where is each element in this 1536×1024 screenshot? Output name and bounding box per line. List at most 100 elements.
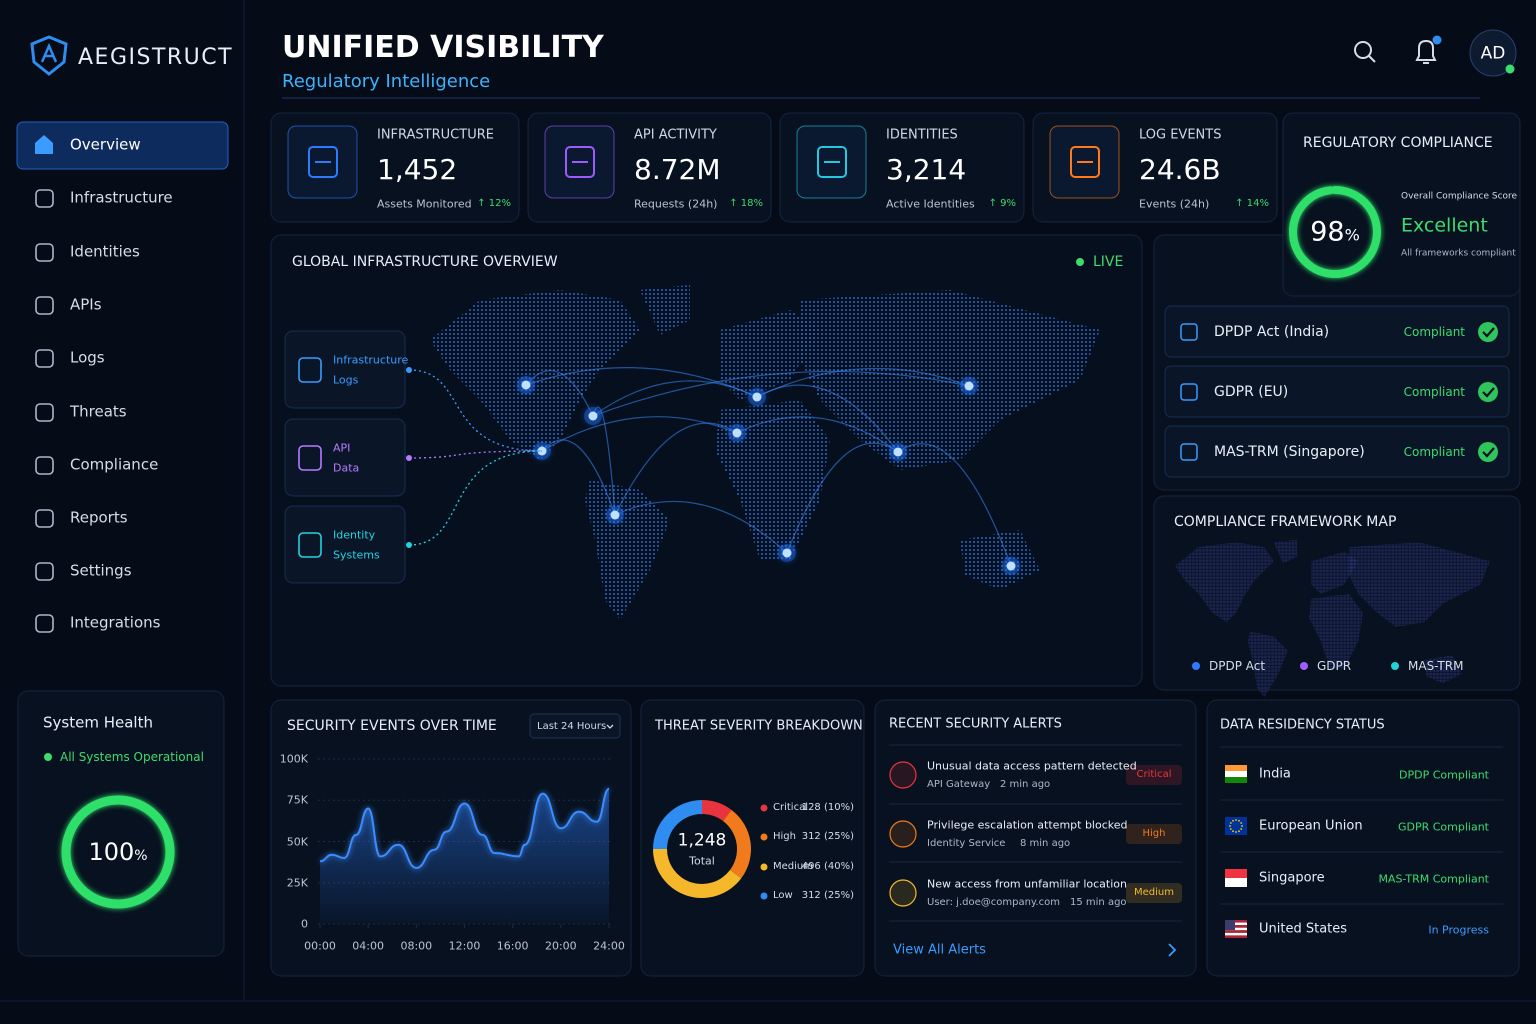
- framework-row: [1164, 305, 1510, 358]
- brand: AEGISTRUCT: [78, 45, 234, 70]
- node: [782, 548, 792, 558]
- nav-active: [16, 121, 229, 170]
- value-label: 312 (25%): [801, 831, 854, 842]
- range-dropdown: [529, 713, 621, 739]
- nav-item[interactable]: Settings: [70, 561, 132, 580]
- text: In Progress: [1428, 923, 1489, 937]
- logo: [30, 35, 68, 76]
- flag: [1225, 925, 1247, 928]
- source-box: [284, 505, 406, 584]
- nav-item[interactable]: Logs: [70, 348, 105, 367]
- text: COMPLIANCE FRAMEWORK MAP: [1174, 514, 1397, 530]
- y-tick-label: 50K: [286, 835, 308, 848]
- alert-icon: [889, 820, 917, 848]
- text: API: [333, 441, 351, 455]
- severity-badge: [1126, 883, 1182, 903]
- flag: [1225, 777, 1247, 783]
- text: MAS-TRM (Singapore): [1214, 444, 1365, 460]
- text: Privilege escalation attempt blocked: [927, 818, 1128, 832]
- ring-label: 100%: [88, 838, 147, 866]
- framework-icon: [1180, 443, 1198, 461]
- donut-slice: [653, 800, 702, 849]
- text: Regulatory Intelligence: [282, 71, 491, 92]
- nav-item[interactable]: Identities: [70, 242, 140, 261]
- continent: [1308, 594, 1363, 670]
- text: API ACTIVITY: [634, 127, 717, 143]
- nav-item[interactable]: Integrations: [70, 613, 161, 632]
- text: Identity: [333, 528, 376, 542]
- text: Identity Service: [927, 838, 1006, 849]
- legend-dot: [760, 804, 768, 812]
- search-handle: [1368, 55, 1376, 63]
- nav-item[interactable]: Threats: [70, 402, 127, 421]
- framework-row: [1164, 365, 1510, 418]
- text: System Health: [43, 713, 153, 732]
- nav-item[interactable]: Compliance: [70, 455, 159, 474]
- connection-arc: [614, 422, 738, 516]
- legend-dot: [760, 892, 768, 900]
- line-series: [319, 787, 610, 869]
- framework-icon: [1180, 383, 1198, 401]
- connection-arc: [897, 443, 1012, 567]
- nav-item[interactable]: APIs: [70, 295, 102, 314]
- dropdown-label[interactable]: Last 24 Hours: [537, 721, 607, 732]
- severity-badge: [1126, 824, 1182, 844]
- donut-slice: [723, 809, 751, 879]
- severity-badge-label: Medium: [1134, 887, 1174, 898]
- connection-arc: [525, 369, 594, 417]
- source-box: [284, 330, 406, 409]
- y-tick-label: 100K: [279, 752, 308, 766]
- text: AD: [1480, 43, 1506, 64]
- x-tick-label: 12:00: [448, 939, 481, 953]
- x-tick-label: 04:00: [352, 939, 385, 953]
- flag: [1229, 825, 1231, 827]
- text: All frameworks compliant: [1401, 248, 1516, 259]
- status-dot: [44, 753, 52, 761]
- nav-icon: [35, 456, 54, 475]
- text: GDPR: [1317, 659, 1352, 673]
- node: [610, 510, 620, 520]
- flag: [1225, 920, 1247, 923]
- severity-badge-label: Critical: [1136, 769, 1172, 780]
- connection-arc: [756, 384, 899, 453]
- link-chevron: [1168, 943, 1177, 957]
- continent: [1348, 542, 1490, 627]
- nav-icon: [35, 135, 53, 154]
- text: DPDP Compliant: [1399, 768, 1489, 782]
- threat-panel: [640, 699, 865, 977]
- dropdown-chevron: [606, 724, 614, 729]
- text: 3,214: [886, 153, 967, 186]
- connection-arc: [786, 442, 899, 554]
- residency-panel: [1206, 699, 1520, 977]
- text: 1,452: [377, 153, 458, 186]
- continent: [1273, 540, 1298, 564]
- framework-icon: [1180, 323, 1198, 341]
- nav-item[interactable]: Reports: [70, 508, 128, 527]
- compliance-panel: [1282, 112, 1521, 297]
- node: [964, 381, 974, 391]
- ring-text: %: [1344, 225, 1360, 245]
- connection-arc: [592, 370, 970, 417]
- text: 8.72M: [634, 153, 721, 186]
- nav-item[interactable]: Overview: [70, 135, 141, 154]
- text: All Systems Operational: [60, 750, 204, 764]
- flag: [1238, 819, 1240, 822]
- legend-dot: [1300, 662, 1308, 670]
- text: Compliant: [1403, 385, 1465, 399]
- flag: [1225, 927, 1247, 931]
- value-label: 496 (40%): [801, 861, 854, 872]
- alert-icon: [889, 879, 917, 907]
- ring-label: 98%: [1310, 217, 1360, 248]
- legend-dot: [760, 833, 768, 841]
- nav-icon: [35, 349, 54, 368]
- y-tick-label: 25K: [286, 876, 308, 890]
- x-tick-label: 24:00: [593, 939, 625, 953]
- nav-item[interactable]: Infrastructure: [70, 188, 173, 207]
- text: 24.6B: [1139, 153, 1221, 186]
- text: MAS-TRM: [1408, 659, 1464, 673]
- text: European Union: [1259, 818, 1363, 834]
- text: Systems: [333, 548, 380, 562]
- connection-arc: [756, 367, 970, 398]
- link[interactable]: View All Alerts: [893, 942, 986, 958]
